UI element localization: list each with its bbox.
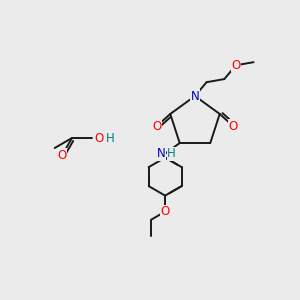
Text: O: O (229, 119, 238, 133)
Text: N: N (156, 147, 165, 160)
Text: H: H (167, 147, 176, 160)
Text: N: N (190, 89, 200, 103)
Text: H: H (106, 131, 115, 145)
Text: O: O (94, 131, 103, 145)
Text: O: O (231, 59, 241, 72)
Text: O: O (57, 149, 67, 162)
Text: O: O (152, 119, 161, 133)
Text: O: O (160, 205, 170, 218)
